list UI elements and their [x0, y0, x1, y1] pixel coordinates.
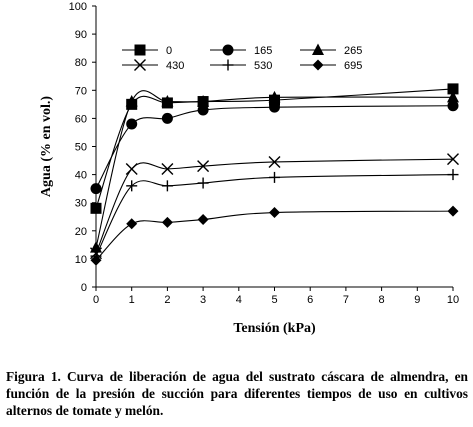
legend-item-430: 430: [122, 59, 184, 72]
x-tick-label: 4: [236, 294, 242, 306]
y-tick-label: 0: [81, 282, 87, 294]
figure-caption: Figura 1. Curva de liberación de agua de…: [6, 369, 468, 418]
x-tick-label: 5: [271, 294, 277, 306]
data-point-165: [90, 183, 102, 195]
legend-marker: [222, 44, 234, 56]
x-tick-label: 8: [379, 294, 385, 306]
legend: 0 165 265 430 530 695: [122, 43, 362, 72]
legend-item-0: 0: [122, 44, 172, 57]
legend-item-265: 265: [300, 43, 362, 57]
x-tick-label: 2: [164, 294, 170, 306]
x-tick-label: 0: [93, 294, 99, 306]
legend-label: 695: [344, 60, 362, 72]
data-point-165: [447, 100, 459, 112]
data-point-530: [197, 177, 209, 189]
data-point-530: [269, 171, 280, 183]
data-point-265: [125, 95, 138, 107]
y-tick-label: 50: [75, 142, 87, 154]
y-tick-label: 80: [75, 57, 87, 69]
data-point-430: [197, 160, 210, 173]
data-point-165: [161, 112, 173, 124]
series-line-265: [95, 90, 454, 248]
legend-marker: [222, 59, 234, 71]
data-point-695: [161, 216, 173, 228]
data-point-695: [197, 214, 209, 226]
data-point-165: [269, 101, 280, 113]
series-markers: [90, 83, 459, 266]
legend-label: 430: [166, 60, 184, 72]
x-axis-title: Tensión (kPa): [233, 321, 316, 336]
y-tick-label: 10: [75, 254, 87, 266]
series-curves: [95, 88, 454, 261]
y-tick-label: 30: [75, 198, 87, 210]
axes: 0 10 20 30 40 50 60 70 80 90 100 0 1 2 3 4 5 6 7 8 9 10: [69, 1, 459, 306]
y-tick-label: 100: [69, 1, 87, 13]
legend-item-165: 165: [210, 44, 272, 57]
legend-item-695: 695: [300, 59, 362, 72]
legend-marker: [134, 44, 146, 56]
data-point-695: [90, 254, 102, 266]
y-axis-title: Agua (% en vol.): [39, 96, 54, 197]
y-tick-label: 90: [75, 29, 87, 41]
x-tick-label: 7: [343, 294, 349, 306]
y-tick-label: 20: [75, 226, 87, 238]
data-point-265: [268, 90, 281, 103]
data-point-430: [125, 162, 138, 175]
data-point-265: [197, 95, 210, 107]
legend-label: 0: [166, 45, 172, 57]
x-tick-label: 6: [307, 294, 313, 306]
data-point-430: [447, 153, 459, 166]
chart: 0 10 20 30 40 50 60 70 80 90 100 0 1 2 3 4 5 6 7 8 9 10 0 165 2…: [39, 1, 459, 336]
legend-label: 530: [254, 60, 272, 72]
data-point-265: [161, 95, 174, 107]
legend-item-530: 530: [210, 59, 272, 72]
data-point-530: [447, 169, 459, 181]
x-tick-label: 10: [447, 294, 459, 306]
legend-marker: [312, 43, 324, 55]
x-tick-label: 1: [129, 294, 135, 306]
legend-label: 265: [344, 45, 362, 57]
series-line-530: [95, 174, 454, 257]
data-point-0: [447, 83, 459, 95]
series-line-695: [95, 210, 454, 261]
data-point-695: [447, 205, 459, 217]
y-tick-label: 40: [75, 170, 87, 182]
data-point-430: [161, 162, 174, 175]
legend-marker: [312, 59, 324, 71]
data-point-695: [269, 207, 280, 219]
data-point-165: [126, 118, 138, 130]
x-tick-label: 3: [200, 294, 206, 306]
legend-label: 165: [254, 45, 272, 57]
data-point-430: [268, 155, 281, 168]
data-point-530: [126, 180, 138, 192]
data-point-265: [447, 90, 459, 103]
y-tick-label: 60: [75, 113, 87, 125]
data-point-695: [126, 218, 138, 230]
y-tick-label: 70: [75, 85, 87, 97]
legend-marker: [134, 59, 146, 71]
x-tick-label: 9: [414, 294, 420, 306]
series-line-430: [95, 158, 454, 254]
data-point-530: [161, 180, 173, 192]
data-point-0: [90, 202, 102, 214]
data-point-165: [197, 104, 209, 116]
